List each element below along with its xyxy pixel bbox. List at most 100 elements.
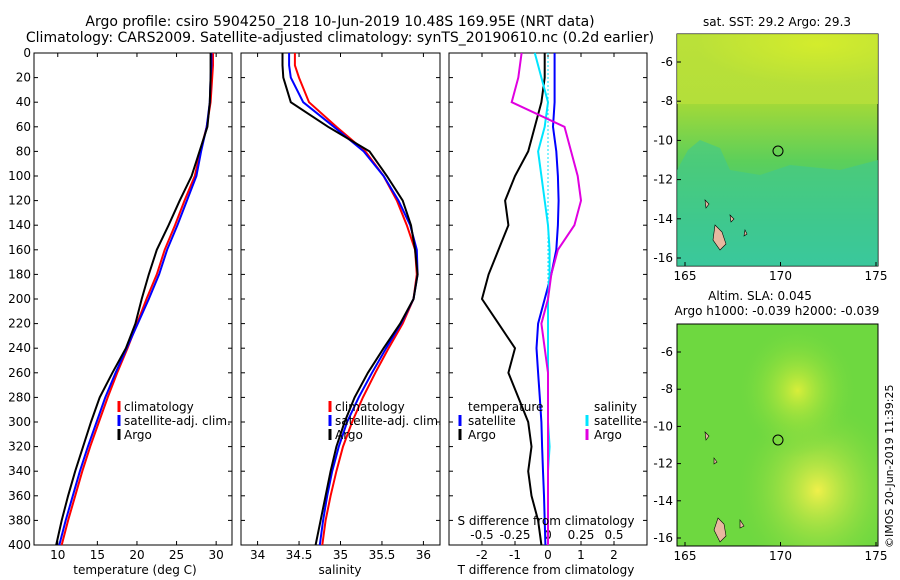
temperature-x-axis: 10 15 20 25 30 <box>50 53 224 562</box>
salinity-xlabel: salinity <box>318 563 361 577</box>
temperature-axes <box>33 52 233 546</box>
legend-label-argo: Argo <box>124 428 152 442</box>
x-tick-label: 34.5 <box>286 548 313 562</box>
y-tick-label: 40 <box>16 95 31 109</box>
legend-label-sal-satellite: satellite <box>594 414 642 428</box>
sst-map-panel: sat. SST: 29.2 Argo: 29.3 165 170 175 -6 -8 -… <box>653 15 887 283</box>
y-tick-label: 120 <box>8 194 31 208</box>
y-tick-label: 100 <box>8 169 31 183</box>
y-tick-label: 240 <box>8 341 31 355</box>
salinity-difference-tick-label: -0.5 <box>470 528 493 542</box>
salinity-x-axis: 34 34.5 35 35.5 36 <box>250 53 431 562</box>
map-y-tick-label: -14 <box>653 494 673 508</box>
sst-map-axes: 165 170 175 -6 -8 -10 -12 -14 -16 <box>653 55 887 283</box>
temperature-difference-xlabel: T difference from climatology <box>457 563 635 577</box>
map-x-tick-label: 165 <box>674 549 697 563</box>
salinity-lines <box>281 53 419 546</box>
x-tick-label: 34 <box>250 548 265 562</box>
salinity-panel: 34 34.5 35 35.5 36 salinity climatology sate… <box>240 52 442 577</box>
small-islands <box>704 199 748 237</box>
legend-label-climatology: climatology <box>124 400 194 414</box>
difference-legend: temperature satellite Argo salinity sate… <box>458 400 642 442</box>
salinity-difference-tick-label: 0.5 <box>604 528 623 542</box>
map-y-tick-label: -16 <box>653 251 673 265</box>
temperature-legend: climatology satellite-adj. clim. Argo <box>117 400 231 442</box>
map-y-tick-label: -12 <box>653 173 673 187</box>
x-tick-label: 20 <box>129 548 144 562</box>
map-y-tick-label: -12 <box>653 457 673 471</box>
sla-map-subtitle: Argo h1000: -0.039 h2000: -0.039 <box>675 304 880 318</box>
legend-label-argo: Argo <box>335 428 363 442</box>
x-tick-label: 35.5 <box>369 548 396 562</box>
salinity-legend: climatology satellite-adj. clim. Argo <box>328 400 442 442</box>
sst-warm-area <box>677 34 878 104</box>
map-x-tick-label: 170 <box>769 549 792 563</box>
title-line-2: Climatology: CARS2009. Satellite-adjuste… <box>26 30 654 46</box>
x-tick-label: 0 <box>544 548 552 562</box>
salinity-difference-tick-label: -0.25 <box>499 528 530 542</box>
y-tick-label: 340 <box>8 464 31 478</box>
map-y-tick-label: -8 <box>661 94 673 108</box>
map-x-tick-label: 165 <box>674 269 697 283</box>
x-tick-label: -2 <box>476 548 488 562</box>
series-line-temperature-argo <box>480 53 546 546</box>
argo-location-marker <box>772 434 784 446</box>
map-y-tick-label: -6 <box>661 55 673 69</box>
sla-map-axes: 165 170 175 -6 -8 -10 -12 -14 -16 <box>653 345 887 563</box>
map-x-tick-label: 170 <box>769 269 792 283</box>
series-line-argo <box>55 53 212 546</box>
y-tick-label: 160 <box>8 243 31 257</box>
y-tick-label: 360 <box>8 489 31 503</box>
x-tick-label: 25 <box>169 548 184 562</box>
salinity-y-ticks <box>241 52 440 546</box>
x-tick-label: 36 <box>416 548 431 562</box>
y-tick-label: 140 <box>8 218 31 232</box>
y-tick-label: 320 <box>8 440 31 454</box>
salinity-difference-tick-label: 0.25 <box>568 528 595 542</box>
x-tick-label: 30 <box>209 548 224 562</box>
map-x-tick-label: 175 <box>865 269 888 283</box>
y-tick-label: 80 <box>16 144 31 158</box>
map-y-tick-label: -6 <box>661 345 673 359</box>
y-tick-label: 0 <box>23 46 31 60</box>
map-y-tick-label: -14 <box>653 212 673 226</box>
y-tick-label: 180 <box>8 267 31 281</box>
difference-y-ticks <box>449 52 647 546</box>
x-tick-label: 35 <box>333 548 348 562</box>
legend-label-sal-argo: Argo <box>594 428 622 442</box>
salinity-difference-xlabel: S difference from climatology <box>458 514 635 528</box>
y-tick-label: 300 <box>8 415 31 429</box>
y-tick-label: 220 <box>8 317 31 331</box>
legend-label-climatology: climatology <box>335 400 405 414</box>
y-tick-label: 20 <box>16 71 31 85</box>
temperature-panel: 0 20 40 60 80 100 120 140 160 180 200 220 240 260 280 3… <box>8 46 233 577</box>
series-line-salinity-argo <box>510 52 583 545</box>
map-y-tick-label: -10 <box>653 133 673 147</box>
x-tick-label: 15 <box>90 548 105 562</box>
map-x-tick-label: 175 <box>865 549 888 563</box>
legend-title-temperature: temperature <box>468 400 543 414</box>
island-shape <box>713 517 727 543</box>
map-y-tick-label: -10 <box>653 419 673 433</box>
x-tick-label: 10 <box>50 548 65 562</box>
x-tick-label: 2 <box>610 548 618 562</box>
series-line-temperature-satellite <box>535 53 560 546</box>
temperature-xlabel: temperature (deg C) <box>73 563 196 577</box>
sla-map-panel: Altim. SLA: 0.045 Argo h1000: -0.039 h20… <box>653 289 887 563</box>
temperature-lines <box>55 53 214 546</box>
y-tick-label: 280 <box>8 390 31 404</box>
y-tick-label: 380 <box>8 513 31 527</box>
legend-label-satellite: satellite-adj. clim. <box>124 414 231 428</box>
difference-lines <box>480 52 583 546</box>
difference-x-axis: -2 -1 0 1 2 <box>476 53 618 562</box>
y-tick-label: 200 <box>8 292 31 306</box>
x-tick-label: 1 <box>577 548 585 562</box>
title-line-1: Argo profile: csiro 5904250_218 10-Jun-2… <box>85 14 594 30</box>
island-shape <box>712 224 727 251</box>
x-tick-label: -1 <box>509 548 521 562</box>
map-y-tick-label: -16 <box>653 531 673 545</box>
map-y-tick-label: -8 <box>661 382 673 396</box>
legend-label-temp-satellite: satellite <box>468 414 516 428</box>
sst-map-title: sat. SST: 29.2 Argo: 29.3 <box>703 15 851 29</box>
